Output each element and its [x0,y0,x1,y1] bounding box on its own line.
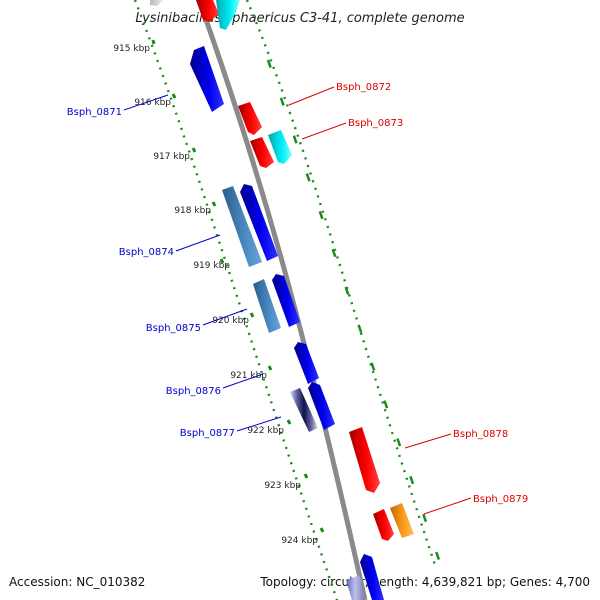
tick-label-918: 918 kbp [174,206,211,216]
leader-line [236,416,282,432]
gene-arrow-bsph-0874-steel[interactable] [222,186,262,267]
tick-mark [319,527,325,533]
gene-arrow-partial-cyan[interactable] [216,0,240,30]
tick-mark [286,419,292,425]
gene-label-bsph-0874[interactable]: Bsph_0874 [119,247,174,258]
tick-label-915: 915 kbp [113,44,150,54]
gene-arrow-bsph-0873-cyan[interactable] [268,130,292,164]
gene-label-bsph-0871[interactable]: Bsph_0871 [67,107,122,118]
leader-line [175,234,221,252]
gene-arrow-bsph-0879-orange[interactable] [390,503,414,538]
tick-mark [211,201,217,207]
gene-label-bsph-0876[interactable]: Bsph_0876 [166,386,221,397]
gene-arrow-bsph-0877-navy[interactable] [290,388,318,432]
gene-label-bsph-0873[interactable]: Bsph_0873 [348,118,403,129]
tick-mark [219,258,225,264]
accession-text: Accession: NC_010382 [9,575,145,589]
tick-mark [151,39,156,45]
inner-dotted-track [133,0,339,600]
gene-arrow-partial-lavender[interactable] [346,575,364,600]
leader-line [202,308,248,326]
sequence-tracks [133,0,441,600]
tick-label-919: 919 kbp [193,261,230,271]
right-gene-labels: Bsph_0872 Bsph_0873 Bsph_0878 Bsph_0879 [288,82,528,515]
gene-arrow-partial-blue[interactable] [360,554,384,600]
gene-label-bsph-0877[interactable]: Bsph_0877 [180,428,235,439]
tick-label-917: 917 kbp [153,152,190,162]
tick-label-922: 922 kbp [247,426,284,436]
gene-label-bsph-0872[interactable]: Bsph_0872 [336,82,391,93]
tick-label-923: 923 kbp [264,481,301,491]
gene-label-bsph-0879[interactable]: Bsph_0879 [473,494,528,505]
gene-arrow-bsph-0876[interactable] [294,342,319,384]
tick-mark [171,93,177,99]
left-gene-labels: Bsph_0871 Bsph_0874 Bsph_0875 Bsph_0876 … [67,94,282,439]
gene-arrow-bsph-0875-blue[interactable] [272,274,300,327]
gene-arrow-bsph-0875-steel[interactable] [253,279,281,333]
leader-line [301,122,347,140]
coordinate-ticks: 915 kbp 916 kbp 917 kbp 918 kbp 919 kbp … [113,39,325,546]
map-title: Lysinibacillus sphaericus C3-41, complet… [135,11,464,26]
gene-arrow-partial-red[interactable] [196,0,219,22]
gene-arrow-partial-grey[interactable] [150,0,163,6]
leader-line [123,94,169,111]
gene-arrow-bsph-0874-blue[interactable] [240,184,278,261]
tick-label-921: 921 kbp [230,371,267,381]
leader-line [404,433,452,449]
tick-label-920: 920 kbp [212,316,249,326]
outer-major-ticks [266,59,441,561]
gene-arrow-bsph-0877-blue[interactable] [308,382,335,430]
gene-arrow-bsph-0878[interactable] [349,427,380,493]
gene-label-bsph-0875[interactable]: Bsph_0875 [146,323,201,334]
leader-line [288,86,335,106]
leader-line [222,373,264,389]
tick-mark [191,147,197,153]
gene-label-bsph-0878[interactable]: Bsph_0878 [453,429,508,440]
genome-stats-text: Topology: circular; Length: 4,639,821 bp… [259,575,590,589]
tick-label-916: 916 kbp [134,98,171,108]
gene-arrow-bsph-0879-red[interactable] [373,509,394,541]
tick-label-924: 924 kbp [281,536,318,546]
tick-mark [303,473,309,479]
tick-mark [267,365,273,371]
gene-arrow-bsph-0873-red[interactable] [250,137,274,168]
gene-features[interactable] [150,0,414,600]
leader-line [423,497,472,515]
gene-arrow-bsph-0872[interactable] [238,102,262,135]
tick-mark [249,312,255,318]
genome-backbone [196,0,368,600]
gene-arrow-bsph-0871[interactable] [190,46,224,112]
